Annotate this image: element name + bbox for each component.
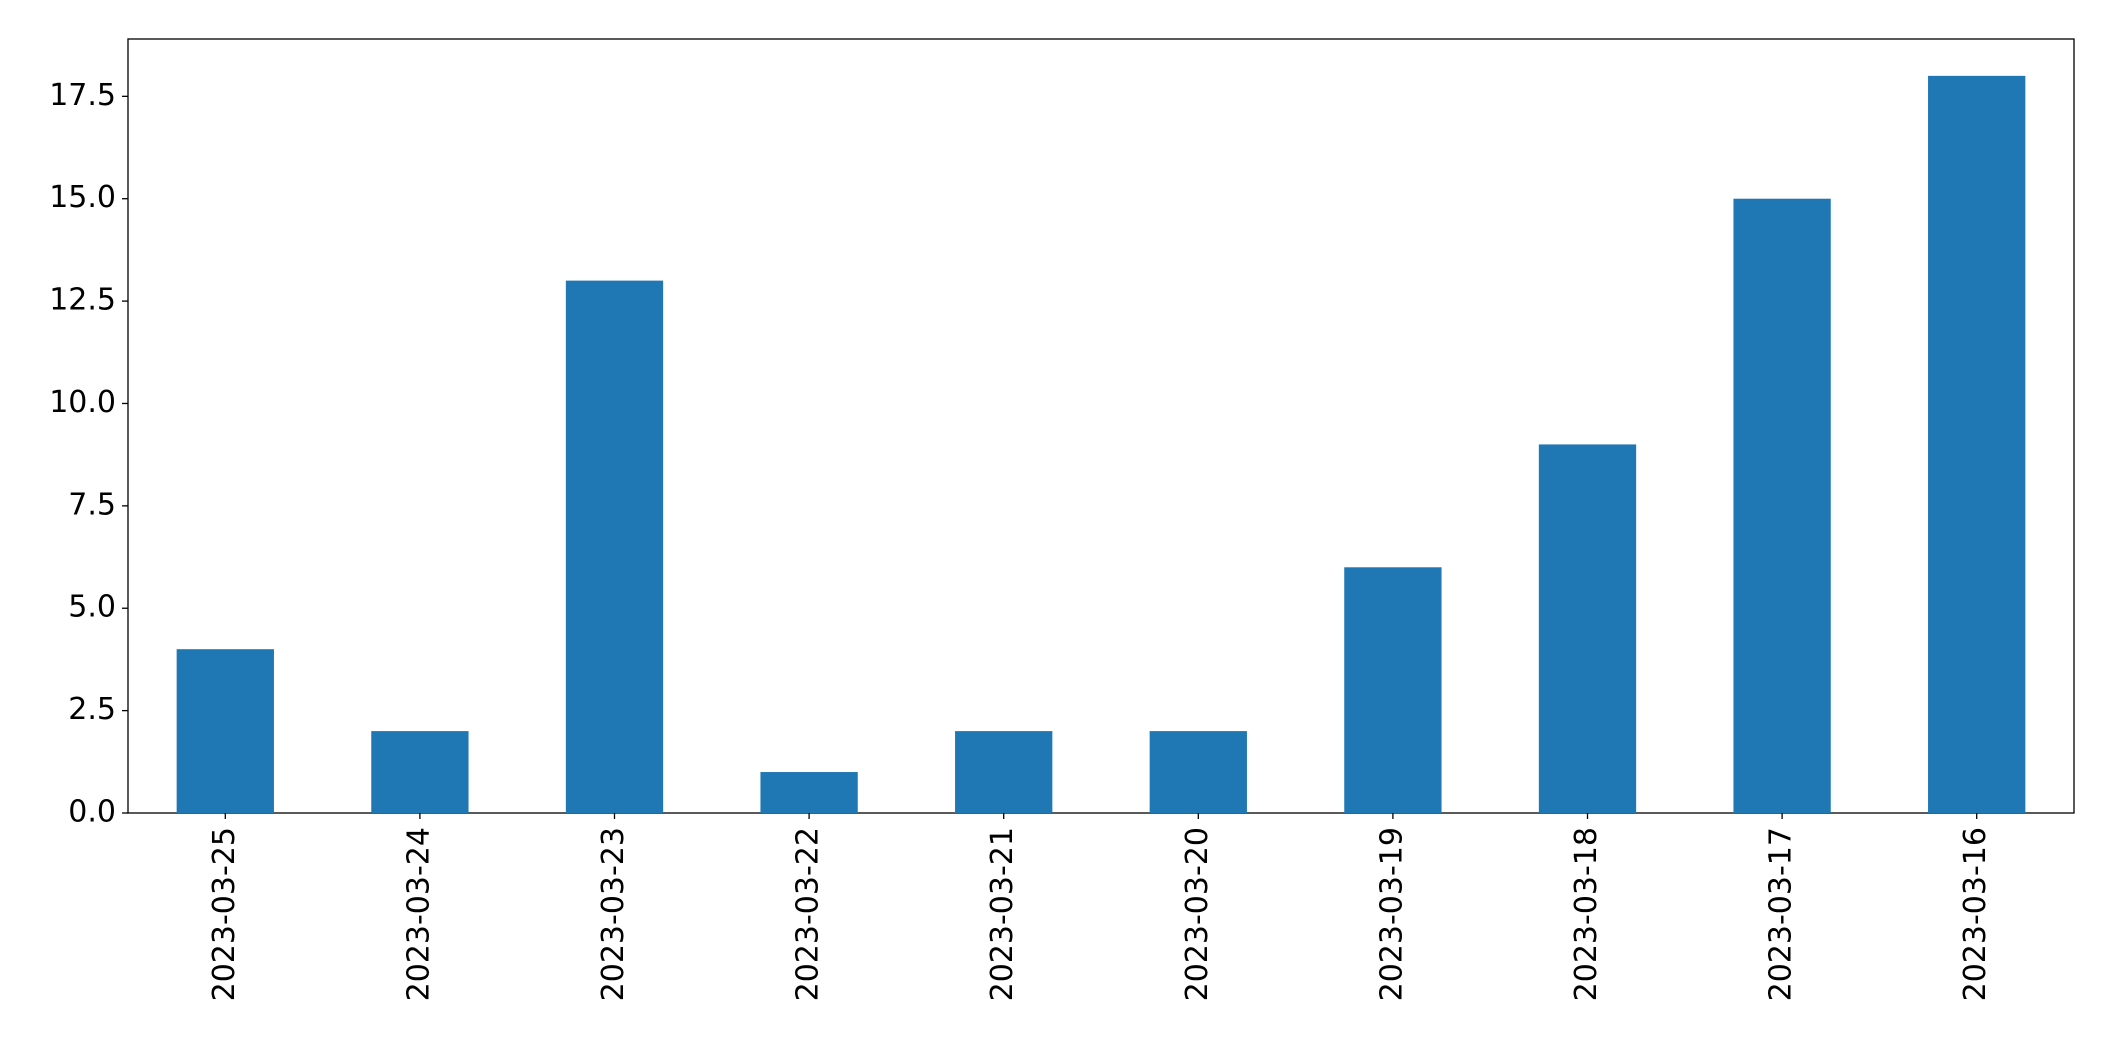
x-tick-label: 2023-03-23 [596, 827, 631, 1001]
bar [1928, 75, 2026, 814]
bar [565, 280, 664, 814]
x-tick-label: 2023-03-18 [1569, 827, 1604, 1001]
x-tick-label: 2023-03-17 [1764, 827, 1799, 1001]
bar [1733, 198, 1831, 813]
bar [1344, 567, 1442, 813]
y-tick-label: 15.0 [49, 180, 116, 215]
x-tick-label: 2023-03-21 [985, 827, 1020, 1001]
y-tick-label: 7.5 [68, 487, 116, 522]
y-tick-label: 17.5 [49, 78, 116, 113]
x-tick-label: 2023-03-20 [1180, 827, 1215, 1001]
bar [955, 731, 1053, 813]
y-tick-label: 10.0 [49, 385, 116, 420]
y-tick-label: 12.5 [49, 283, 116, 318]
bar [1149, 731, 1247, 813]
bar [176, 649, 274, 813]
x-tick-label: 2023-03-24 [401, 827, 436, 1001]
bar [760, 772, 858, 813]
bar [371, 731, 469, 813]
x-tick-label: 2023-03-25 [207, 827, 242, 1001]
x-tick-label: 2023-03-22 [791, 827, 826, 1001]
y-tick-label: 0.0 [68, 795, 116, 830]
bar [1538, 444, 1637, 813]
y-tick-label: 5.0 [68, 590, 116, 625]
x-tick-label: 2023-03-16 [1958, 827, 1993, 1001]
x-tick-label: 2023-03-19 [1374, 827, 1409, 1001]
y-tick-label: 2.5 [68, 692, 116, 727]
plot-frame [127, 38, 2075, 814]
